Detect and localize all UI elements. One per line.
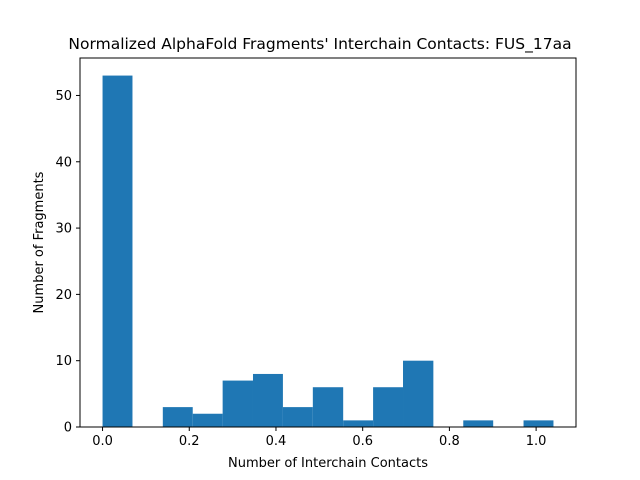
y-tick-label: 20 bbox=[55, 288, 72, 303]
x-tick-label: 1.0 bbox=[526, 434, 547, 449]
x-tick-label: 0.4 bbox=[266, 434, 287, 449]
histogram-bar bbox=[222, 380, 253, 427]
bars-group bbox=[102, 75, 554, 427]
y-tick-label: 40 bbox=[55, 155, 72, 170]
x-axis-ticks: 0.0 0.2 0.4 0.6 0.8 1.0 bbox=[92, 427, 546, 449]
histogram-bar bbox=[373, 387, 404, 427]
histogram-bar bbox=[523, 420, 554, 427]
histogram-bar bbox=[403, 360, 434, 427]
x-tick-label: 0.8 bbox=[439, 434, 460, 449]
histogram-bar bbox=[282, 407, 313, 427]
histogram-bar bbox=[252, 373, 283, 427]
x-tick-label: 0.2 bbox=[179, 434, 200, 449]
y-axis-ticks: 0 10 20 30 40 50 bbox=[55, 89, 80, 436]
y-tick-label: 10 bbox=[55, 354, 72, 369]
x-axis-label: Number of Interchain Contacts bbox=[228, 456, 428, 471]
x-tick-label: 0.0 bbox=[92, 434, 113, 449]
plot-frame bbox=[79, 57, 577, 428]
y-tick-label: 50 bbox=[55, 89, 72, 104]
histogram-bar bbox=[192, 413, 223, 427]
y-tick-label: 30 bbox=[55, 222, 72, 237]
histogram-bar bbox=[312, 387, 344, 427]
histogram-bar bbox=[162, 407, 193, 427]
histogram-bar bbox=[463, 420, 494, 427]
y-axis-label: Number of Fragments bbox=[32, 171, 47, 313]
chart-title: Normalized AlphaFold Fragments' Intercha… bbox=[68, 35, 571, 54]
y-tick-label: 0 bbox=[64, 421, 72, 436]
x-tick-label: 0.6 bbox=[352, 434, 373, 449]
histogram-bar bbox=[102, 75, 133, 427]
histogram-bar bbox=[343, 420, 374, 427]
